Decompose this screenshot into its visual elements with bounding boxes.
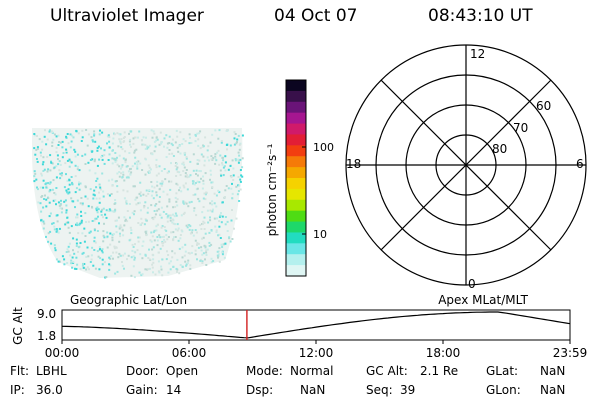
geographic-label: Geographic Lat/Lon (70, 293, 187, 307)
gain-value: 14 (166, 383, 182, 397)
altitude-xtick-2359: 23:59 (553, 346, 588, 360)
altitude-xtick-1800: 18:00 (426, 346, 461, 360)
altitude-xtick-1200: 12:00 (299, 346, 334, 360)
colorbar-segment (286, 232, 306, 244)
colorbar-segment (286, 123, 306, 136)
flt-label: Flt: (10, 364, 29, 378)
seq-value: 39 (400, 383, 416, 397)
gain-label: Gain: (126, 383, 158, 397)
dsp-value: NaN (300, 383, 326, 397)
glat-value: NaN (540, 364, 566, 378)
colorbar-segment (286, 134, 306, 146)
date-label: 04 Oct 07 (274, 6, 358, 26)
altitude-ymin: 1.8 (37, 329, 56, 343)
polar-grid (345, 44, 587, 286)
colorbar-segment (286, 167, 306, 179)
dsp-label: Dsp: (246, 383, 274, 397)
colorbar-unit-label: photon cm⁻²s⁻¹ (265, 143, 279, 236)
altitude-xtick-0600: 06:00 (172, 346, 207, 360)
polar-label-60: 60 (536, 99, 551, 113)
flt-value: LBHL (36, 364, 67, 378)
colorbar-segment (286, 90, 306, 103)
altitude-xtick-0000: 00:00 (45, 346, 80, 360)
colorbar-tick-100: 100 (313, 141, 334, 154)
auroral-image (32, 128, 244, 279)
colorbar-frame (285, 79, 307, 277)
time-label: 08:43:10 UT (428, 6, 533, 26)
apex-label: Apex MLat/MLT (438, 293, 528, 307)
ip-value: 36.0 (36, 383, 63, 397)
colorbar-segment (286, 145, 306, 157)
polar-label-80: 80 (492, 142, 507, 156)
polar-diagonal-2 (380, 79, 552, 251)
altitude-plot (61, 309, 571, 344)
door-value: Open (166, 364, 199, 378)
polar-label-12: 12 (470, 47, 485, 61)
polar-label-18: 18 (346, 157, 361, 171)
colorbar-segment (286, 199, 306, 212)
altitude-curve (61, 311, 571, 339)
seq-label: Seq: (366, 383, 393, 397)
altitude-ymax: 9.0 (37, 307, 56, 321)
colorbar-tick-10: 10 (313, 228, 327, 241)
glon-label: GLon: (486, 383, 521, 397)
colorbar-segment (286, 178, 306, 190)
ip-label: IP: (10, 383, 25, 397)
colorbar-segment (286, 221, 306, 234)
colorbar-segment (286, 156, 306, 168)
glat-label: GLat: (486, 364, 519, 378)
colorbar-segment (286, 101, 306, 114)
auroral-image-pixels (33, 129, 244, 279)
mode-label: Mode: (246, 364, 283, 378)
altitude-x-ticks (61, 340, 571, 344)
gcalt-value: 2.1 Re (420, 364, 459, 378)
auroral-image-background (32, 128, 243, 278)
polar-label-6: 6 (576, 157, 584, 171)
colorbar-segment (286, 254, 306, 266)
colorbar-segment (286, 80, 306, 92)
altitude-axis-label: GC Alt (11, 307, 25, 345)
colorbar-segment (286, 112, 306, 125)
polar-label-0: 0 (468, 277, 476, 291)
door-label: Door: (126, 364, 159, 378)
instrument-title: Ultraviolet Imager (50, 6, 204, 26)
colorbar-segment (286, 265, 306, 277)
mode-value: Normal (290, 364, 334, 378)
colorbar (285, 79, 307, 277)
gcalt-label: GC Alt: (366, 364, 408, 378)
colorbar-segment (286, 188, 306, 201)
glon-value: NaN (540, 383, 566, 397)
colorbar-segment (286, 210, 306, 223)
polar-label-70: 70 (513, 121, 528, 135)
colorbar-segment (286, 243, 306, 255)
altitude-plot-frame (61, 309, 571, 341)
